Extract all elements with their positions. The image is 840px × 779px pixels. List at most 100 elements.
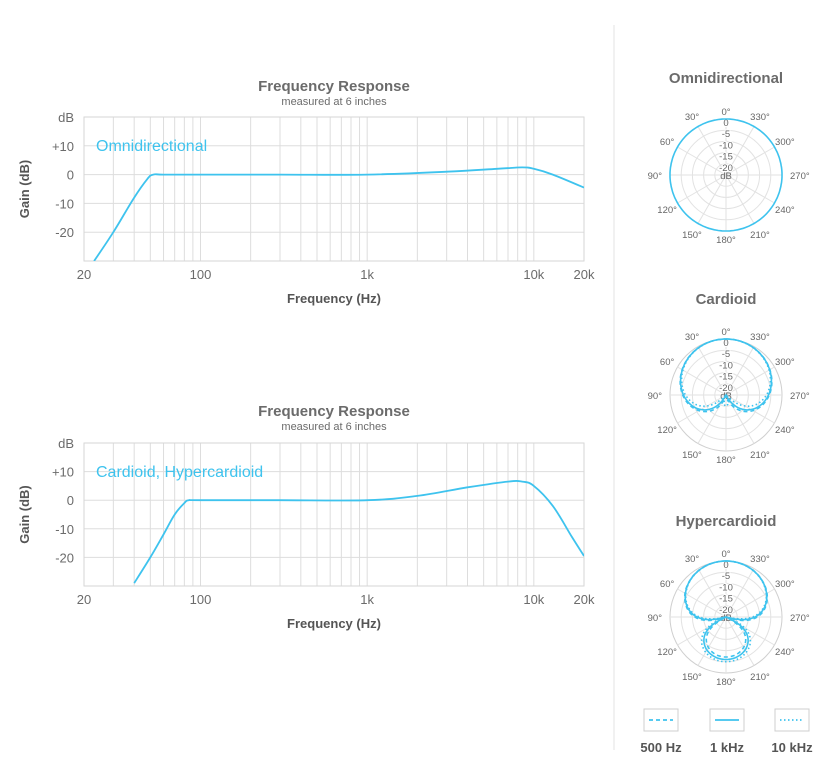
- polar-radial-label: -10: [719, 360, 733, 371]
- chart-title: Frequency Response: [258, 78, 410, 95]
- polar-angle-label: 180°: [716, 235, 736, 246]
- polar-angle-label: 180°: [716, 677, 736, 688]
- y-tick-label: -20: [55, 550, 74, 565]
- polar-angle-label: 300°: [775, 357, 795, 368]
- polar-radial-label: 0: [723, 560, 728, 571]
- polar-angle-label: 210°: [750, 450, 770, 461]
- polar-radial-label: -20: [719, 383, 733, 394]
- polar-trace-dotted: [684, 560, 768, 663]
- polar-angle-label: 270°: [790, 613, 810, 624]
- polar-spoke: [725, 568, 755, 618]
- polar-angle-label: 240°: [775, 647, 795, 658]
- polar-spoke: [697, 616, 727, 666]
- polar-angle-label: 90°: [648, 613, 663, 624]
- polar-spoke: [725, 174, 755, 224]
- polar-angle-label: 150°: [682, 230, 702, 241]
- polar-angle-label: 300°: [775, 579, 795, 590]
- polar-radial-label: -15: [719, 594, 733, 605]
- y-unit-label: dB: [58, 436, 74, 451]
- polar-angle-label: 210°: [750, 672, 770, 683]
- polar-angle-label: 210°: [750, 230, 770, 241]
- polar-angle-label: 0°: [721, 549, 730, 560]
- polar-trace-solid: [684, 560, 768, 661]
- response-curve: [93, 166, 584, 261]
- polar-title: Cardioid: [696, 291, 757, 308]
- polar-radial-label: 0: [723, 338, 728, 349]
- polar-angle-label: 240°: [775, 205, 795, 216]
- y-unit-label: dB: [58, 110, 74, 125]
- x-tick-label: 100: [190, 592, 212, 607]
- polar-radial-label: -20: [719, 163, 733, 174]
- polar-radial-label: -20: [719, 605, 733, 616]
- polar-angle-label: 330°: [750, 332, 770, 343]
- polar-trace-dashed: [683, 560, 769, 658]
- polar-angle-label: 330°: [750, 112, 770, 123]
- polar-angle-label: 330°: [750, 554, 770, 565]
- x-tick-label: 20k: [574, 592, 595, 607]
- polar-spoke: [677, 146, 727, 176]
- polar-angle-label: 270°: [790, 391, 810, 402]
- polar-spoke: [697, 126, 727, 176]
- polar-angle-label: 30°: [685, 554, 700, 565]
- polar-spoke: [725, 146, 775, 176]
- response-curve: [133, 480, 584, 584]
- x-tick-label: 20: [77, 267, 91, 282]
- chart-subtitle: measured at 6 inches: [281, 421, 387, 433]
- polar-spoke: [697, 346, 727, 396]
- polar-angle-label: 30°: [685, 112, 700, 123]
- x-tick-label: 1k: [360, 592, 374, 607]
- x-axis-label: Frequency (Hz): [287, 291, 381, 306]
- polar-angle-label: 90°: [648, 171, 663, 182]
- polar-radial-label: -10: [719, 582, 733, 593]
- polar-radial-label: -15: [719, 152, 733, 163]
- polar-angle-label: 0°: [721, 327, 730, 338]
- legend-label: 500 Hz: [640, 740, 682, 755]
- chart-subtitle: measured at 6 inches: [281, 96, 387, 108]
- plot-frame: [83, 116, 585, 262]
- series-label: Cardioid, Hypercardioid: [96, 464, 263, 481]
- polar-angle-label: 120°: [657, 425, 677, 436]
- x-tick-label: 100: [190, 267, 212, 282]
- polar-angle-label: 120°: [657, 647, 677, 658]
- polar-angle-label: 240°: [775, 425, 795, 436]
- frequency-legend: 500 Hz 1 kHz 10 kHz: [640, 708, 813, 755]
- polar-radial-label: -15: [719, 372, 733, 383]
- legend-item-solid: 1 kHz: [709, 708, 745, 755]
- polar-spoke: [697, 174, 727, 224]
- polar-radial-label: -5: [722, 129, 730, 140]
- polar-title: Hypercardioid: [676, 513, 777, 530]
- polar-spoke: [725, 366, 775, 396]
- x-tick-label: 1k: [360, 267, 374, 282]
- legend-label: 1 kHz: [710, 740, 744, 755]
- x-tick-label: 10k: [523, 592, 544, 607]
- polar-spoke: [725, 616, 755, 666]
- x-tick-label: 20k: [574, 267, 595, 282]
- y-tick-label: -10: [55, 196, 74, 211]
- legend-item-dotted: 10 kHz: [771, 708, 813, 755]
- polar-radial-label: -5: [722, 349, 730, 360]
- polar-radial-label: 0: [723, 118, 728, 129]
- polar-angle-label: 60°: [660, 137, 675, 148]
- polar-angle-label: 90°: [648, 391, 663, 402]
- chart-title: Frequency Response: [258, 403, 410, 420]
- x-tick-label: 20: [77, 592, 91, 607]
- x-axis-label: Frequency (Hz): [287, 616, 381, 631]
- y-axis-label: Gain (dB): [17, 485, 32, 544]
- plot-frame: [83, 442, 585, 587]
- legend-label: 10 kHz: [771, 740, 813, 755]
- polar-angle-label: 60°: [660, 357, 675, 368]
- series-label: Omnidirectional: [96, 138, 207, 155]
- polar-spoke: [725, 394, 755, 444]
- y-tick-label: -20: [55, 225, 74, 240]
- polar-angle-label: 150°: [682, 450, 702, 461]
- polar-angle-label: 150°: [682, 672, 702, 683]
- polar-spoke: [677, 366, 727, 396]
- legend-item-dashed: 500 Hz: [640, 708, 682, 755]
- y-tick-label: -10: [55, 522, 74, 537]
